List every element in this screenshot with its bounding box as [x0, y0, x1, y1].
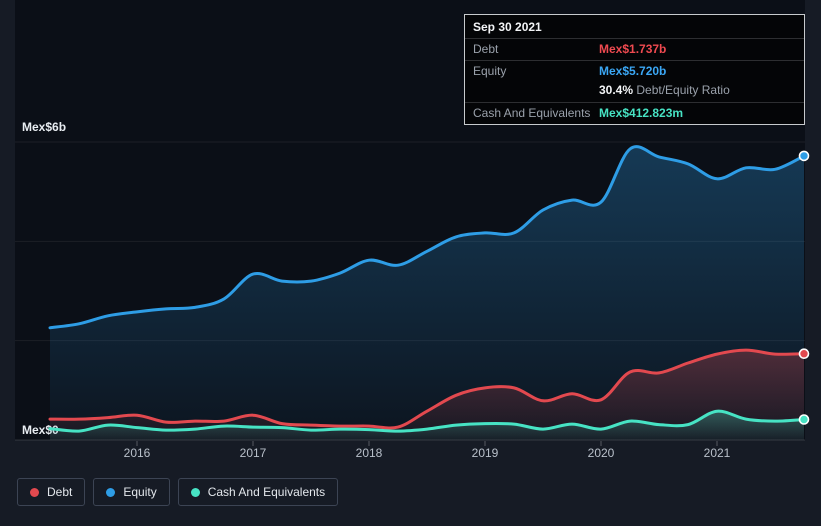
chart-tooltip: Sep 30 2021 Debt Mex$1.737b Equity Mex$5…: [464, 14, 805, 125]
y-axis-bottom-label: Mex$0: [22, 423, 59, 437]
x-axis-year-label: 2021: [704, 446, 731, 460]
tooltip-equity-label: Equity: [473, 64, 507, 78]
tooltip-date: Sep 30 2021: [465, 15, 804, 39]
tooltip-row-equity: Equity Mex$5.720b: [465, 61, 804, 82]
tooltip-ratio-label: Debt/Equity Ratio: [636, 83, 730, 97]
tooltip-equity-value: Mex$5.720b: [599, 64, 667, 78]
tooltip-row-ratio: 30.4% Debt/Equity Ratio: [465, 82, 804, 103]
equity-end-marker: [798, 150, 810, 162]
cash-series-dot-icon: [190, 487, 200, 497]
cash-and-equivalents-area: [50, 411, 804, 440]
debt-line: [48, 348, 806, 430]
x-axis-year-label: 2020: [588, 446, 615, 460]
equity-area: [50, 146, 804, 441]
x-axis-year-label: 2019: [472, 446, 499, 460]
cash-and-equivalents-end-marker: [798, 414, 810, 425]
equity-series-dot-icon: [106, 487, 116, 497]
x-axis-year-label: 2018: [356, 446, 383, 460]
tooltip-debt-value: Mex$1.737b: [599, 42, 667, 56]
equity-line: [48, 145, 806, 330]
x-axis-year-label: 2016: [124, 446, 151, 460]
legend-label-cash: Cash And Equivalents: [207, 485, 326, 499]
y-axis-top-label: Mex$6b: [22, 120, 66, 134]
debt-end-marker: [798, 348, 810, 360]
x-axis-year-label: 2017: [240, 446, 267, 460]
tooltip-debt-label: Debt: [473, 42, 499, 56]
cash-and-equivalents-line: [48, 409, 806, 433]
tooltip-row-cash: Cash And Equivalents Mex$412.823m: [465, 103, 804, 124]
debt-series-dot-icon: [30, 487, 39, 497]
tooltip-row-debt: Debt Mex$1.737b: [465, 39, 804, 61]
tooltip-ratio-value: 30.4%: [599, 83, 634, 97]
legend-item-debt[interactable]: Debt: [17, 478, 86, 506]
tooltip-cash-label: Cash And Equivalents: [473, 106, 591, 120]
chart-legend: Debt Equity Cash And Equivalents: [17, 478, 339, 506]
tooltip-cash-value: Mex$412.823m: [599, 106, 684, 120]
legend-label-equity: Equity: [123, 485, 157, 499]
legend-item-cash[interactable]: Cash And Equivalents: [177, 478, 339, 506]
legend-label-debt: Debt: [47, 485, 73, 499]
debt-area: [50, 350, 804, 440]
legend-item-equity[interactable]: Equity: [93, 478, 170, 506]
